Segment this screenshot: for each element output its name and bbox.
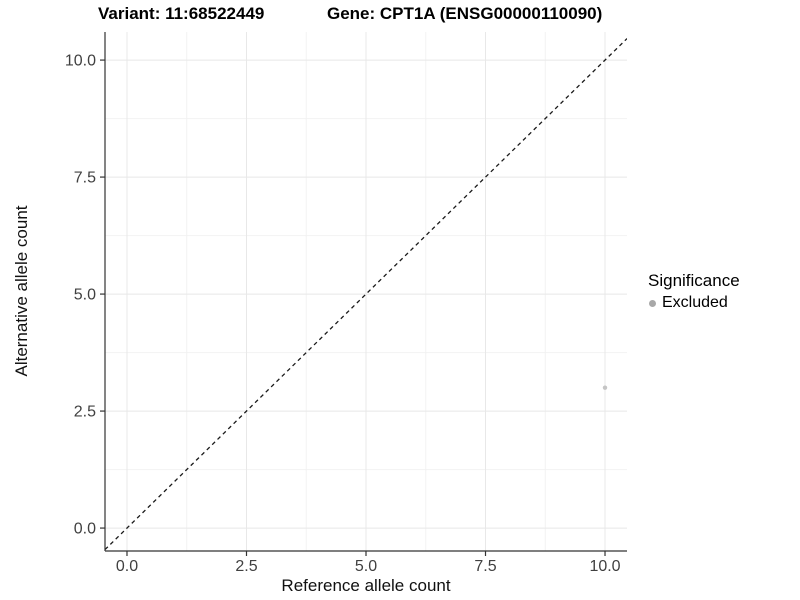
x-tick-label: 0.0: [116, 558, 138, 575]
y-tick-label: 2.5: [74, 404, 96, 421]
x-tick-label: 7.5: [474, 558, 496, 575]
legend-item-label: Excluded: [662, 294, 728, 311]
legend-item-excluded: Excluded: [648, 294, 740, 312]
y-tick-label: 5.0: [74, 287, 96, 304]
x-tick-label: 2.5: [235, 558, 257, 575]
plot-title-variant: Variant: 11:68522449: [98, 4, 265, 23]
y-tick-label: 0.0: [74, 521, 96, 538]
identity-dashed-line: [105, 38, 627, 551]
x-tick-label: 5.0: [355, 558, 377, 575]
legend-title: Significance: [648, 271, 740, 290]
x-axis-title: Reference allele count: [281, 576, 451, 595]
plot-title-gene: Gene: CPT1A (ENSG00000110090): [327, 4, 603, 23]
legend-marker-circle-icon: [649, 299, 656, 307]
data-point-excluded: [602, 385, 608, 390]
y-axis-title: Alternative allele count: [12, 205, 31, 377]
legend: Significance Excluded: [648, 271, 740, 312]
y-tick-label: 10.0: [65, 53, 96, 70]
x-tick-label: 10.0: [589, 558, 620, 575]
y-tick-label: 7.5: [74, 170, 96, 187]
